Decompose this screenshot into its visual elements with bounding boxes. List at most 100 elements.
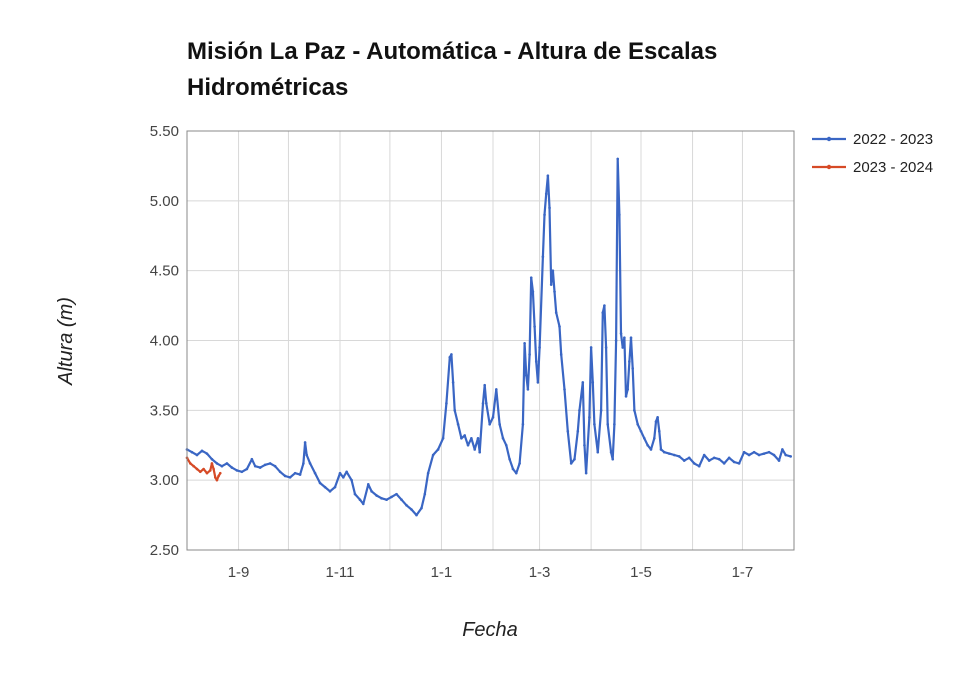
data-point — [353, 492, 357, 496]
data-point — [278, 470, 282, 474]
data-point — [481, 402, 485, 405]
data-point — [536, 381, 540, 384]
data-point — [215, 478, 219, 482]
data-point — [333, 485, 337, 489]
data-point — [463, 434, 467, 437]
data-point — [460, 436, 463, 440]
data-point — [611, 457, 615, 461]
legend-label: 2023 - 2024 — [853, 159, 933, 176]
data-point — [583, 443, 586, 447]
data-point — [553, 290, 556, 293]
data-point — [566, 429, 570, 433]
data-point — [581, 381, 585, 384]
data-point — [573, 457, 576, 461]
data-point — [205, 452, 209, 455]
data-point — [448, 355, 452, 359]
data-point — [212, 467, 215, 471]
y-tick-label: 4.50 — [150, 263, 179, 280]
series-lines — [185, 157, 792, 517]
data-point — [213, 476, 217, 479]
data-point — [318, 481, 322, 485]
data-point — [380, 497, 383, 500]
data-point — [588, 416, 591, 419]
data-point — [498, 423, 501, 426]
data-point — [777, 459, 781, 462]
data-point — [514, 471, 518, 475]
data-point — [682, 459, 686, 462]
data-point — [629, 336, 633, 340]
data-point — [263, 463, 267, 467]
data-point — [215, 462, 219, 465]
data-point — [370, 490, 373, 493]
data-point — [596, 450, 600, 454]
data-point — [190, 450, 194, 454]
data-point — [589, 346, 593, 349]
data-point — [205, 471, 209, 475]
data-point — [210, 462, 214, 465]
data-point — [250, 457, 254, 461]
data-point — [293, 471, 297, 475]
data-point — [323, 485, 327, 489]
data-point — [450, 353, 453, 356]
data-point — [578, 409, 581, 412]
data-point — [361, 502, 365, 506]
data-point — [478, 450, 481, 454]
data-point — [551, 269, 555, 272]
data-point — [656, 416, 659, 419]
data-point — [342, 476, 345, 479]
series-line-1 — [185, 157, 792, 517]
data-point — [538, 346, 541, 349]
data-point — [240, 470, 244, 474]
data-point — [653, 436, 656, 440]
data-point — [528, 353, 531, 356]
data-point — [390, 495, 393, 499]
data-point — [618, 213, 621, 217]
legend-label: 2022 - 2023 — [853, 131, 933, 148]
data-point — [298, 473, 302, 476]
data-point — [217, 474, 220, 478]
data-point — [511, 467, 515, 471]
data-point — [646, 443, 649, 447]
data-point — [328, 490, 332, 493]
data-point — [534, 360, 538, 363]
data-point — [599, 409, 603, 412]
data-point — [202, 467, 205, 471]
data-point — [426, 471, 430, 475]
data-point — [350, 478, 353, 482]
data-point — [303, 441, 307, 444]
data-point — [692, 462, 696, 465]
data-point — [245, 467, 249, 471]
y-tick-label: 3.50 — [150, 402, 179, 419]
data-point — [283, 474, 287, 478]
data-point — [453, 409, 457, 412]
data-point — [576, 429, 580, 433]
data-point — [501, 436, 505, 440]
data-point — [543, 213, 546, 217]
y-tick-label: 2.50 — [150, 542, 179, 559]
data-point — [436, 448, 440, 451]
data-point — [395, 492, 398, 496]
data-point — [218, 471, 222, 475]
data-point — [781, 448, 784, 451]
data-point — [626, 388, 629, 391]
data-point — [707, 459, 711, 462]
data-point — [225, 462, 229, 465]
y-axis-title: Altura (m) — [55, 297, 77, 386]
data-point — [410, 508, 413, 511]
data-point — [593, 423, 596, 426]
data-point — [619, 332, 623, 335]
data-point — [366, 483, 370, 486]
x-tick-label: 1-5 — [630, 564, 652, 581]
data-point — [199, 470, 202, 474]
x-tick-label: 1-9 — [228, 564, 250, 581]
data-point — [772, 453, 776, 457]
data-point — [767, 450, 771, 454]
data-point — [385, 498, 388, 502]
y-axis-ticks: 2.50 3.00 3.50 4.00 4.50 5.00 5.50 — [150, 123, 179, 559]
data-point — [451, 381, 455, 384]
data-point — [762, 452, 766, 455]
legend: 2022 - 2023 2023 - 2024 — [812, 131, 933, 176]
data-point — [654, 420, 658, 423]
data-point — [606, 423, 610, 426]
grid-lines — [187, 130, 794, 551]
